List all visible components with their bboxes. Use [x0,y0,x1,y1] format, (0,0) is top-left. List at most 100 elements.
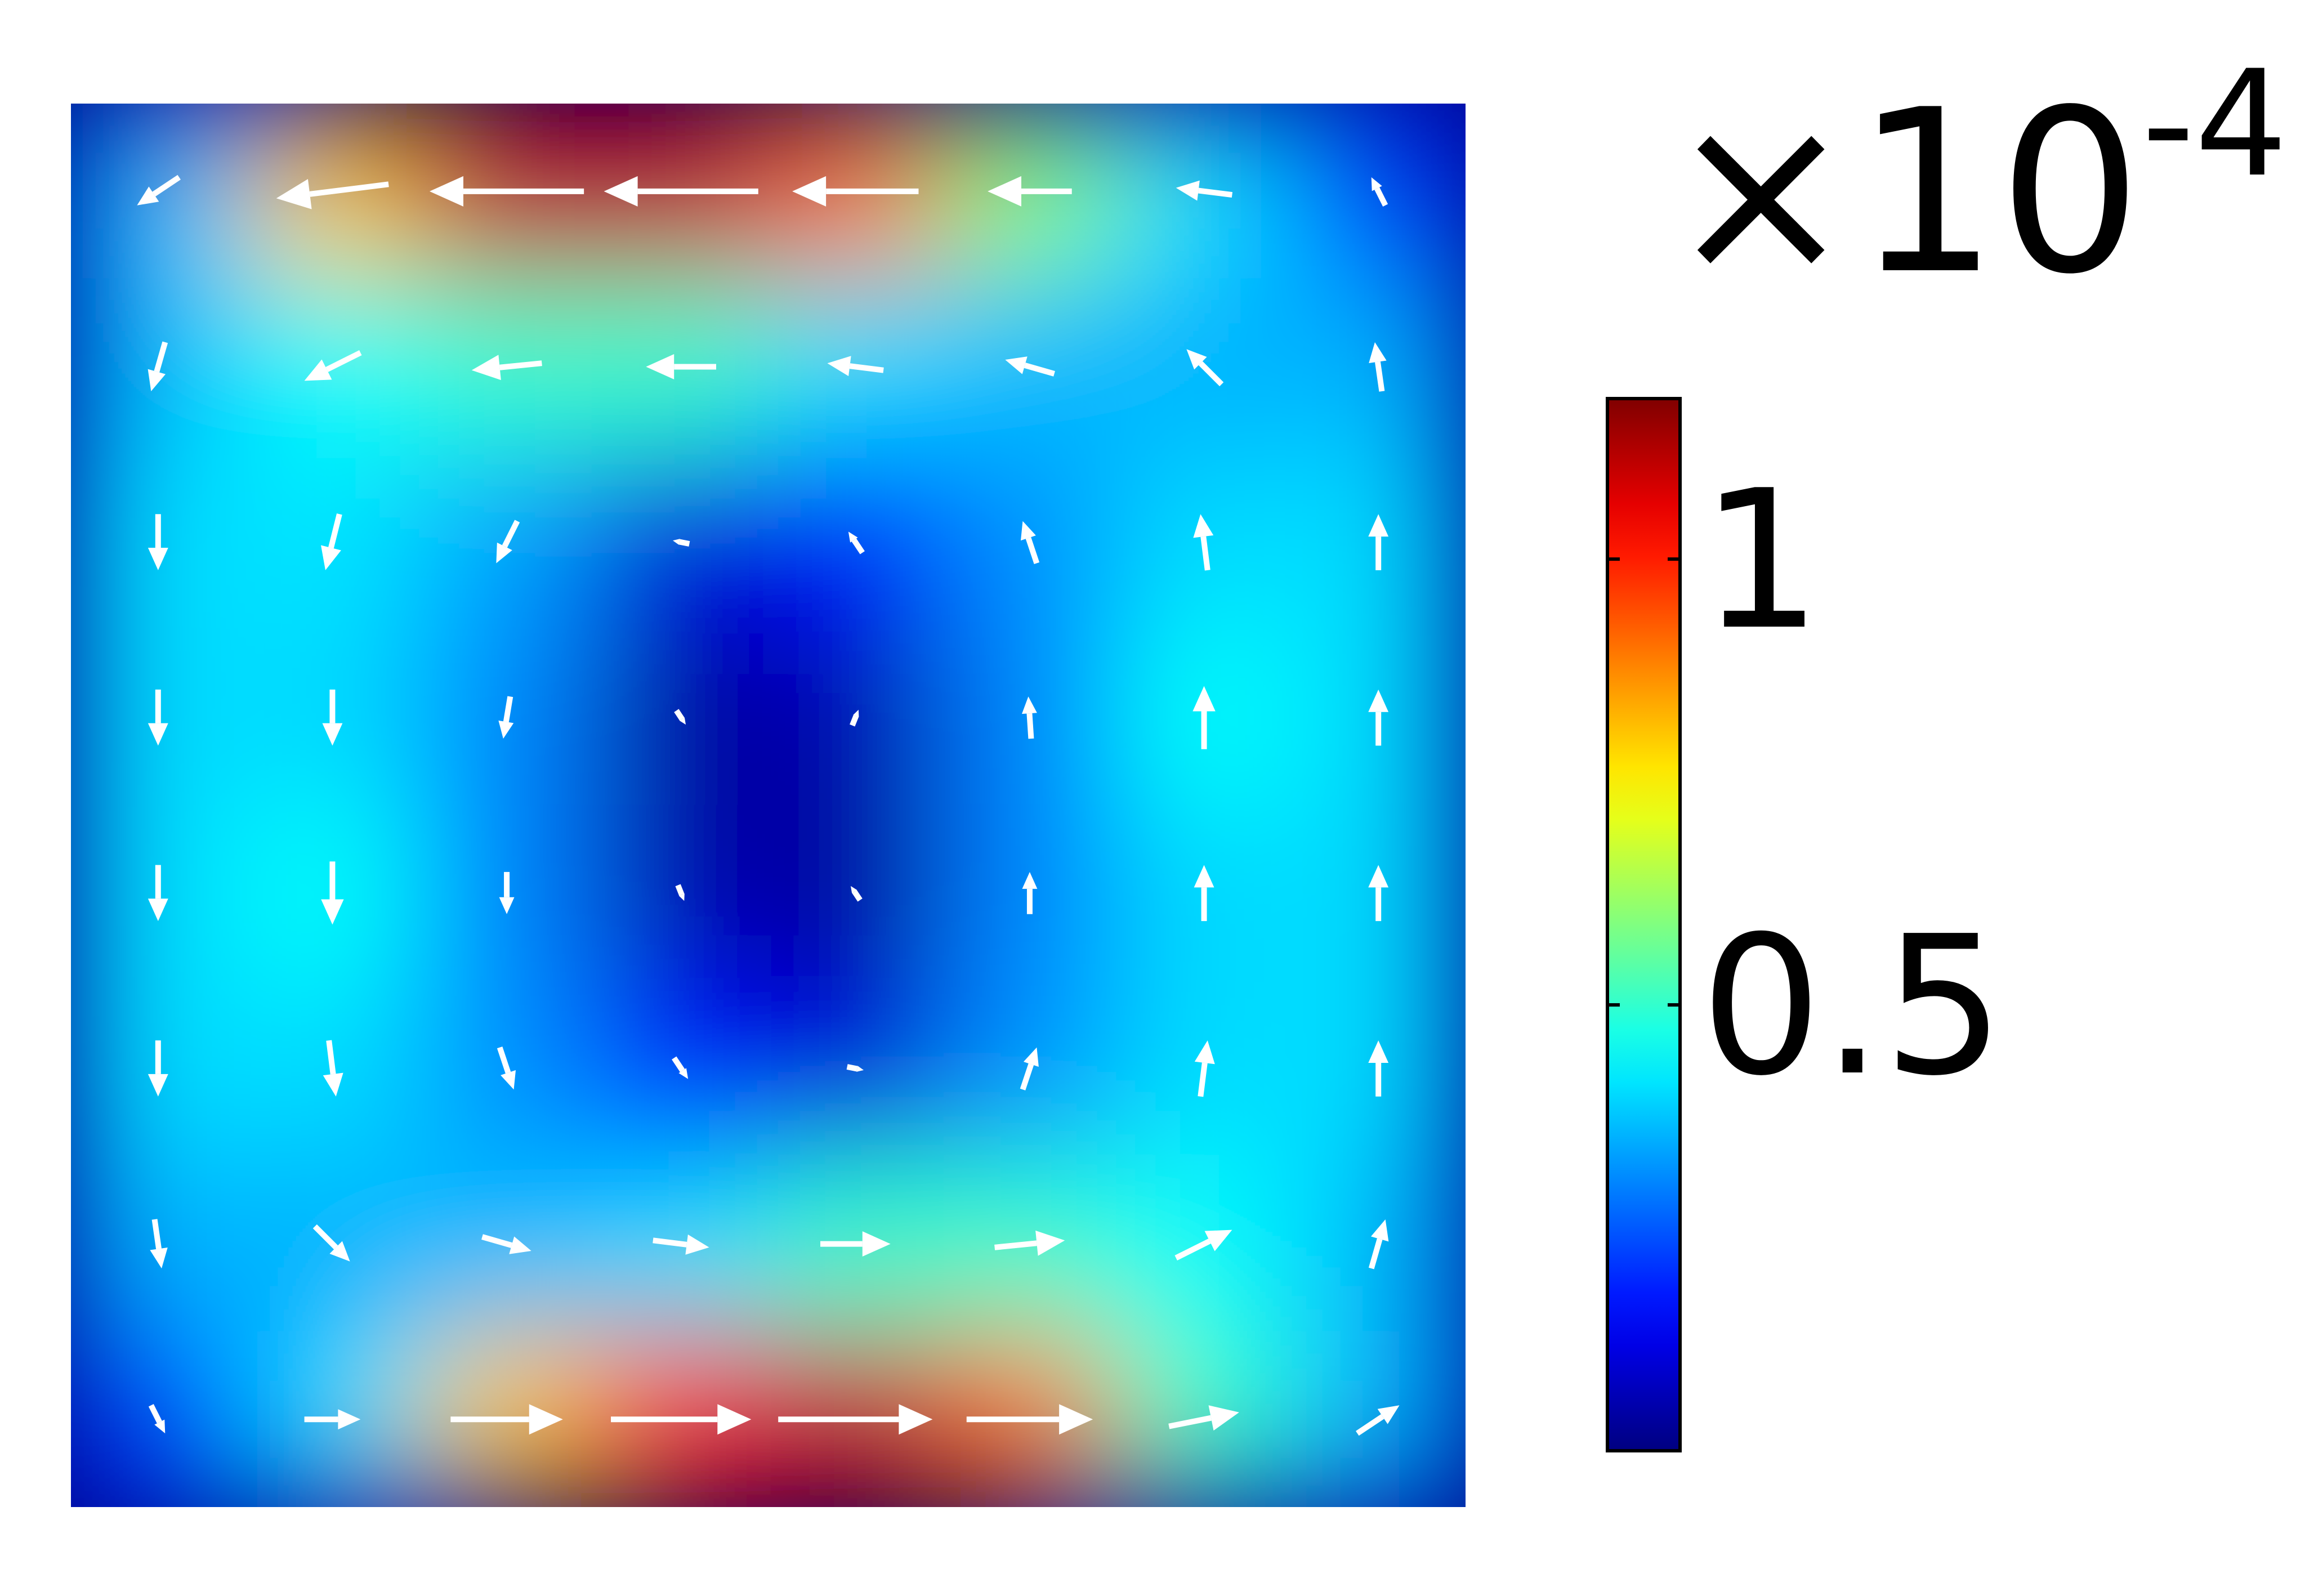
arrow [304,1409,361,1430]
arrow [471,355,542,381]
arrow [1371,177,1388,207]
arrow-head [1059,1404,1093,1435]
arrow-head [678,893,685,901]
arrow-shaft [653,1237,687,1248]
arrow-shaft [152,175,181,196]
arrow-head [320,545,341,570]
arrow-head [1193,514,1214,538]
arrow [827,356,884,377]
arrow [675,884,685,901]
arrow [322,689,343,746]
arrow [604,176,758,207]
arrow-shaft [148,1404,162,1424]
arrow [674,709,686,725]
arrow-shaft [1168,1415,1212,1429]
arrow-head [672,539,680,545]
arrow [497,1046,516,1090]
arrow-head [148,898,168,922]
arrow-shaft [1025,537,1040,565]
arrow-head [1021,696,1037,714]
arrow-head [848,531,858,543]
arrow-head [322,723,343,746]
arrow-shaft [675,884,685,896]
arrow-shaft [312,1224,338,1250]
arrow [321,861,344,925]
arrow [653,1234,709,1255]
arrow-shaft [1174,1239,1211,1260]
arrow-shaft [1198,1062,1208,1097]
arrow [499,871,515,914]
arrow-head [1020,521,1036,541]
arrow [1021,696,1037,739]
arrow [1192,686,1216,749]
arrow-head [1208,1405,1239,1431]
arrow-head [276,179,312,209]
arrow-shaft [497,1046,511,1074]
arrow-head [899,1404,933,1435]
arrow [1368,514,1389,570]
arrow [850,709,859,727]
arrow [850,886,863,902]
arrow-head [1176,180,1200,201]
arrow [646,354,717,379]
arrow-head [1005,356,1028,374]
arrow-shaft [325,350,362,372]
arrow-head [685,1234,709,1255]
arrow-head [1368,1040,1389,1063]
arrow-head [604,176,638,207]
arrow-head [137,186,159,205]
arrow-head [1022,871,1038,889]
multiplier-base: ×10 [1667,62,2142,324]
arrow [1194,865,1214,922]
arrow-head [850,886,857,893]
arrow-head [988,176,1021,207]
arrow-head [471,355,501,381]
arrow-head [150,1248,168,1269]
arrow-shaft [151,1219,162,1249]
arrow [304,350,362,381]
arrow-shaft [503,696,513,722]
arrow-head [338,1409,361,1430]
colorbar [1606,397,1682,1452]
arrow [498,696,514,739]
arrow-head [679,717,686,725]
arrow-head [509,1236,531,1254]
colorbar-tick-label: 0.5 [1700,895,2005,1118]
arrow-shaft [1020,1063,1034,1090]
arrow-shaft [1198,361,1224,387]
arrow [1368,1040,1389,1097]
arrow [1168,1405,1239,1431]
arrow-shaft [850,715,859,727]
arrow-shaft [1368,1238,1383,1269]
arrows [137,175,1400,1436]
arrow [820,1231,891,1257]
arrow-shaft [1200,536,1210,571]
arrow [1022,871,1038,914]
arrow-shaft [1024,363,1055,377]
arrow [148,1040,168,1097]
arrow [966,1404,1093,1435]
arrow [148,865,168,922]
arrow-head [862,1231,891,1257]
arrow [792,176,919,207]
arrow [1194,1040,1215,1097]
arrow-head [1023,1047,1039,1067]
arrow-head [148,548,168,570]
arrow [994,1230,1065,1256]
arrow-head [1368,689,1389,712]
arrow-head [792,176,827,207]
arrow-head [501,1070,516,1090]
arrow-head [1370,1219,1389,1242]
arrow [137,175,181,205]
arrow-head [678,1068,689,1079]
colorbar-ticks: 0.51 [1607,449,2005,1118]
arrow [276,179,389,209]
arrow-shaft [674,709,685,721]
arrow-shaft [849,363,884,373]
arrow-shaft [502,520,520,548]
arrow [1356,1405,1400,1436]
arrow-head [148,369,166,392]
arrow-head [154,1419,166,1434]
arrow-shaft [326,1040,336,1075]
arrow-head [1368,514,1389,537]
